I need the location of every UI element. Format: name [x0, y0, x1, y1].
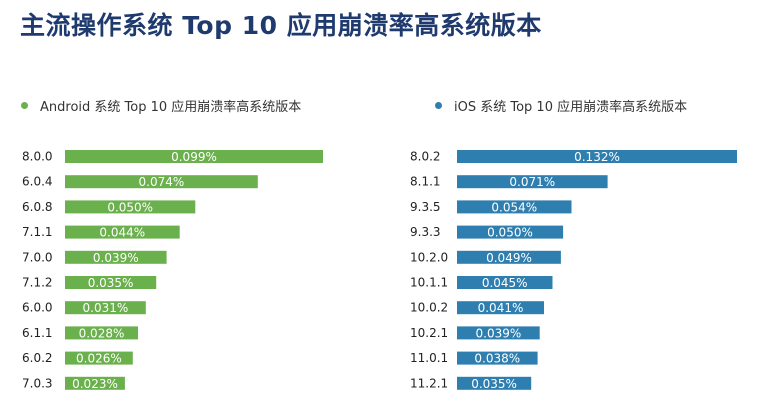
ios-category-label: 8.1.1: [410, 175, 441, 189]
android-category-label: 7.1.2: [22, 276, 53, 290]
ios-category-label: 9.3.3: [410, 225, 441, 239]
ios-category-label: 10.0.2: [410, 301, 448, 315]
android-category-label: 7.0.0: [22, 250, 53, 264]
ios-bar: [457, 150, 737, 163]
ios-bar: [457, 326, 540, 340]
android-value-label: 0.044%: [99, 226, 145, 240]
ios-bar: [457, 376, 532, 390]
android-bar: [65, 225, 180, 239]
ios-bar: [457, 276, 553, 289]
android-value-label: 0.050%: [107, 200, 153, 214]
android-value-label: 0.035%: [88, 276, 134, 290]
android-value-label: 0.074%: [139, 175, 185, 189]
ios-category-label: 9.3.5: [410, 200, 441, 214]
android-category-label: 6.0.2: [22, 351, 53, 365]
ios-value-label: 0.039%: [476, 326, 522, 340]
android-legend-dot: [21, 102, 28, 109]
android-category-label: 8.0.0: [22, 150, 53, 164]
ios-bar: [457, 301, 544, 315]
android-bar: [65, 351, 133, 365]
ios-bar: [457, 351, 538, 365]
ios-value-label: 0.132%: [574, 150, 620, 164]
android-value-label: 0.099%: [171, 150, 217, 164]
android-category-label: 6.1.1: [22, 326, 53, 340]
android-value-label: 0.031%: [83, 301, 129, 315]
android-bar: [65, 200, 196, 214]
android-bar: [65, 250, 167, 264]
ios-category-label: 11.0.1: [410, 351, 448, 365]
android-chart-title: Android 系统 Top 10 应用崩溃率高系统版本: [40, 100, 302, 115]
ios-bar: [457, 250, 561, 264]
ios-value-label: 0.035%: [471, 377, 517, 391]
ios-bar: [457, 175, 608, 189]
android-bar: [65, 175, 258, 189]
ios-category-label: 10.1.1: [410, 276, 448, 290]
page-title: 主流操作系统 Top 10 应用崩溃率高系统版本: [20, 11, 542, 40]
android-value-label: 0.028%: [79, 326, 125, 340]
android-value-label: 0.023%: [72, 377, 118, 391]
ios-value-label: 0.050%: [487, 226, 533, 240]
ios-legend: iOS 系统 Top 10 应用崩溃率高系统版本: [435, 96, 687, 115]
ios-category-label: 10.2.0: [410, 250, 448, 264]
android-value-label: 0.039%: [93, 251, 139, 265]
android-bar: [65, 376, 125, 390]
ios-legend-dot: [435, 102, 442, 109]
ios-value-label: 0.041%: [478, 301, 524, 315]
ios-value-label: 0.071%: [509, 175, 555, 189]
android-bar: [65, 301, 146, 315]
android-category-label: 6.0.0: [22, 301, 53, 315]
ios-value-label: 0.045%: [482, 276, 528, 290]
ios-chart-title: iOS 系统 Top 10 应用崩溃率高系统版本: [454, 100, 688, 115]
ios-value-label: 0.038%: [474, 352, 520, 366]
ios-value-label: 0.049%: [486, 251, 532, 265]
android-bar: [65, 276, 157, 289]
ios-category-label: 8.0.2: [410, 150, 441, 164]
android-value-label: 0.026%: [76, 352, 122, 366]
ios-bar: [457, 225, 564, 239]
android-category-label: 7.0.3: [22, 376, 53, 390]
ios-category-label: 10.2.1: [410, 326, 448, 340]
android-bar: [65, 150, 323, 163]
android-category-label: 7.1.1: [22, 225, 53, 239]
ios-value-label: 0.054%: [491, 200, 537, 214]
android-legend: Android 系统 Top 10 应用崩溃率高系统版本: [21, 96, 301, 115]
ios-category-label: 11.2.1: [410, 376, 448, 390]
android-bar: [65, 326, 138, 340]
android-category-label: 6.0.8: [22, 200, 53, 214]
ios-bar: [457, 200, 572, 214]
android-category-label: 6.0.4: [22, 175, 53, 189]
